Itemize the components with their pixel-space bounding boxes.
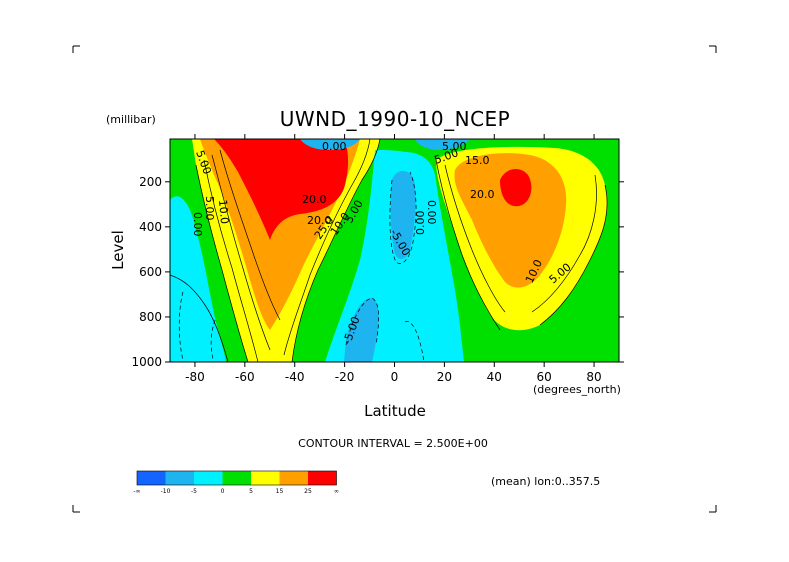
equatorial-blue-lower [344,298,379,362]
x-axis-ticks: -80 -60 -40 -20 0 20 40 60 80 [185,134,602,384]
north-polar-region [575,139,619,362]
contour-label-5: 20.0 [302,193,327,206]
x-tick-label: 0 [391,370,399,384]
y-tick-label: 600 [139,265,162,279]
x-axis-label: Latitude [364,402,426,420]
equatorial-blue-upper [390,171,416,259]
contour-label-12: 0.00 [425,200,438,225]
contour-label-15: 20.0 [470,188,495,201]
y-axis-ticks: 200 400 600 800 1000 [131,175,624,369]
colorbar-label: -∞ [133,488,140,495]
chart-title: UWND_1990-10_NCEP [280,107,510,131]
colorbar-swatch [194,471,223,485]
colorbar-swatch [251,471,280,485]
colorbar-label: 15 [276,488,284,495]
contour-label-19: 0.00 [414,211,427,236]
corner-mark-top-right [709,45,717,53]
contour-label-14: 15.0 [465,154,490,167]
colorbar-label: -10 [161,488,171,495]
contour-label-4: 10.0 [216,199,231,225]
contour-lines [170,139,608,362]
corner-mark-bottom-left [72,505,80,513]
corner-marks [72,45,717,513]
x-axis-units: (degrees_north) [533,383,621,396]
y-tick-label: 1000 [131,355,162,369]
colorbar-label: 25 [304,488,312,495]
top-blue-patch-1 [300,139,360,150]
colorbar-swatch [222,471,251,485]
x-tick-label: 40 [487,370,502,384]
colorbar-frame [136,470,337,486]
y-tick-label: 400 [139,220,162,234]
colorbar-label: ∞ [334,488,339,495]
contour-label-6: 20.0 [307,214,332,227]
x-tick-label: 80 [586,370,601,384]
north-jet-orange [454,153,567,288]
corner-mark-top-left [72,45,80,53]
x-tick-label: -60 [235,370,255,384]
south-weak-region [170,300,200,362]
x-tick-label: -40 [285,370,305,384]
dashed-contours [178,171,425,362]
x-tick-label: 60 [537,370,552,384]
north-jet-core-red [500,168,532,207]
x-tick-label: -80 [185,370,205,384]
south-jet-red [214,139,349,240]
contour-label-10: 0.00 [322,140,347,153]
colorbar-label: 0 [221,488,225,495]
colorbar-label: 5 [249,488,253,495]
south-jet-core-red [300,165,342,205]
top-blue-patch-2 [415,139,470,150]
colorbar-swatch [308,471,337,485]
colorbar-swatch [279,471,308,485]
colorbar-swatch [165,471,194,485]
y-tick-label: 200 [139,175,162,189]
corner-mark-bottom-right [709,505,717,513]
contour-label-3: 5.00 [203,196,216,221]
mean-lon-text: (mean) lon:0..357.5 [491,475,600,488]
contour-label-2: 0.00 [191,212,204,237]
contour-label-13: 5.00 [442,140,467,153]
plot-area: 5.00 0.00 5.00 10.0 20.0 20.0 25.0 10.0 … [170,139,619,362]
colorbar-label: -5 [191,488,197,495]
colorbar: -∞ -10 -5 0 5 15 25 ∞ [133,470,339,495]
y-axis-units: (millibar) [106,113,156,126]
y-tick-label: 800 [139,310,162,324]
colorbar-swatch [137,471,166,485]
y-axis-label: Level [109,230,127,270]
contour-interval-text: CONTOUR INTERVAL = 2.500E+00 [298,437,488,450]
x-tick-label: 20 [437,370,452,384]
x-tick-label: -20 [335,370,355,384]
